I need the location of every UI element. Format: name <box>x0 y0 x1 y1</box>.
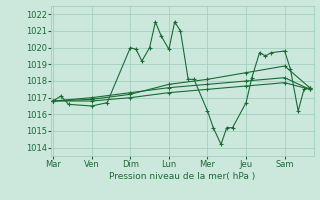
X-axis label: Pression niveau de la mer( hPa ): Pression niveau de la mer( hPa ) <box>109 172 256 181</box>
